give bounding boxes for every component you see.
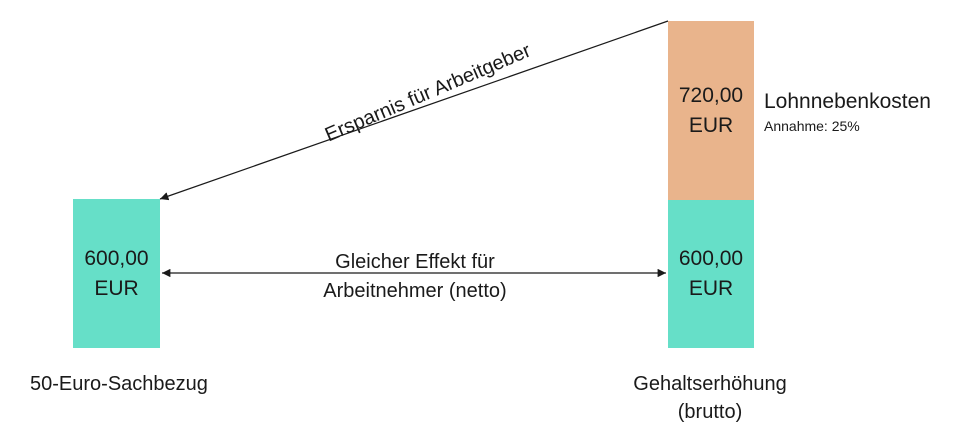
gehaltserhoehung-label: Gehaltserhöhung (brutto) xyxy=(620,370,800,426)
sachbezug-currency: EUR xyxy=(94,276,139,300)
gehalt-netto-box: 600,00 EUR xyxy=(668,200,754,348)
lohnnebenkosten-assumption: Annahme: 25% xyxy=(764,118,860,134)
gehaltserhoehung-label-line2: (brutto) xyxy=(677,401,743,423)
lohnnebenkosten-box: 720,00 EUR xyxy=(668,21,754,200)
gehalt-currency: EUR xyxy=(688,277,734,300)
sachbezug-box: 600,00 EUR xyxy=(73,199,160,348)
sachbezug-amount: 600,00 xyxy=(84,246,149,270)
lohnnebenkosten-title: Lohnnebenkosten xyxy=(764,90,931,113)
lohnnebenkosten-amount: 720,00 xyxy=(678,83,744,107)
lohnnebenkosten-currency: EUR xyxy=(688,113,734,137)
equal-effect-line1: Gleicher Effekt für xyxy=(335,251,495,273)
equal-effect-line2: Arbeitnehmer (netto) xyxy=(323,280,507,302)
gehaltserhoehung-label-line1: Gehaltserhöhung xyxy=(633,373,787,395)
sachbezug-label: 50-Euro-Sachbezug xyxy=(30,373,208,395)
gehalt-amount: 600,00 xyxy=(678,247,744,270)
savings-arrow xyxy=(159,20,669,201)
equal-effect-text: Gleicher Effekt für Arbeitnehmer (netto) xyxy=(290,248,540,306)
